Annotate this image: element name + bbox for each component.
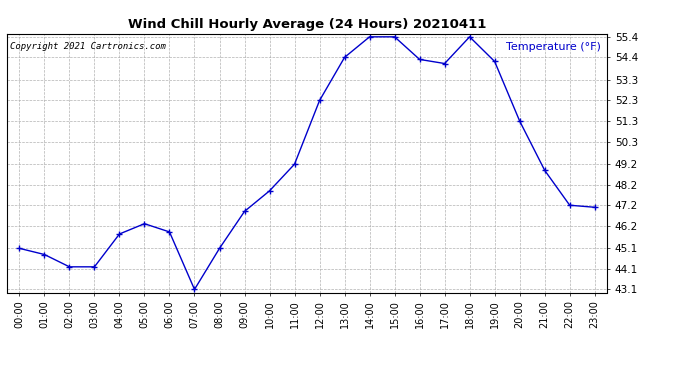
Text: Copyright 2021 Cartronics.com: Copyright 2021 Cartronics.com bbox=[10, 42, 166, 51]
Text: Temperature (°F): Temperature (°F) bbox=[506, 42, 601, 51]
Title: Wind Chill Hourly Average (24 Hours) 20210411: Wind Chill Hourly Average (24 Hours) 202… bbox=[128, 18, 486, 31]
